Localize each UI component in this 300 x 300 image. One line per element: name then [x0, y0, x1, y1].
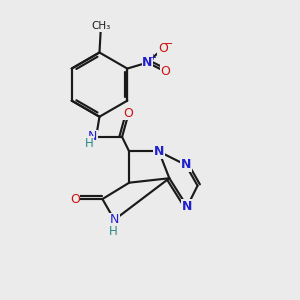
Text: +: + — [149, 53, 156, 62]
Text: O: O — [123, 106, 133, 120]
Text: N: N — [142, 56, 153, 69]
Text: N: N — [88, 130, 98, 143]
Text: N: N — [154, 145, 164, 158]
Text: N: N — [110, 213, 119, 226]
Text: O: O — [70, 193, 80, 206]
Text: N: N — [181, 158, 191, 171]
Text: H: H — [109, 225, 118, 238]
Text: O: O — [158, 42, 168, 55]
Text: CH₃: CH₃ — [91, 21, 110, 32]
Text: N: N — [182, 200, 192, 213]
Text: O: O — [160, 65, 170, 78]
Text: H: H — [85, 137, 93, 150]
Text: −: − — [164, 39, 173, 49]
